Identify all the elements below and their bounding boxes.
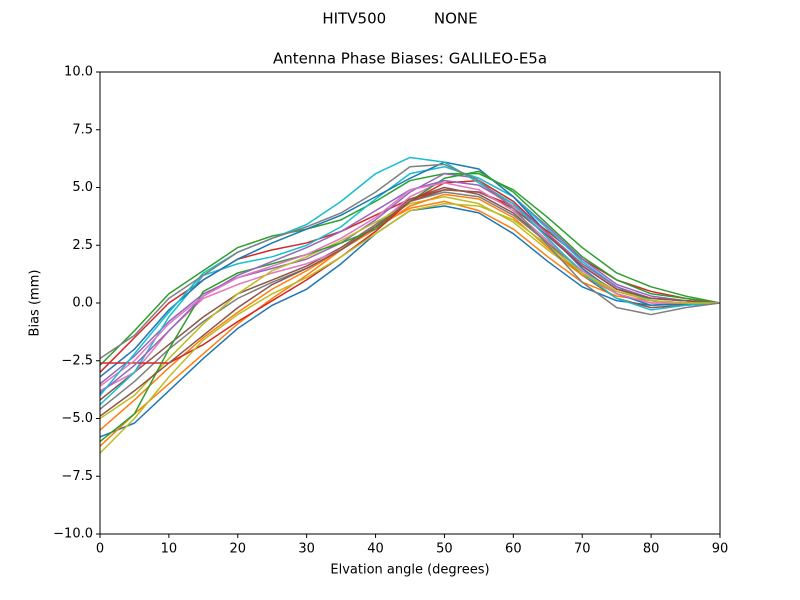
series-line <box>99 182 720 387</box>
series-line <box>99 172 721 366</box>
series-line <box>99 189 721 417</box>
series-line <box>99 172 721 385</box>
y-tick-label: 0.0 <box>72 296 93 311</box>
x-axis-label: Elvation angle (degrees) <box>330 563 489 578</box>
x-tick-label: 70 <box>574 542 591 557</box>
chart-title: Antenna Phase Biases: GALILEO-E5a <box>273 50 547 68</box>
series-line <box>99 200 720 447</box>
y-tick-label: −10.0 <box>53 527 93 542</box>
series-line <box>99 163 721 360</box>
y-axis-label: Bias (mm) <box>28 270 43 337</box>
x-tick-label: 50 <box>436 542 453 557</box>
suptitle: HITV500 NONE <box>322 10 477 28</box>
y-tick-label: 10.0 <box>64 65 93 80</box>
x-tick-label: 10 <box>161 542 178 557</box>
series-line <box>99 156 721 396</box>
x-tick-label: 20 <box>230 542 247 557</box>
series-line <box>99 202 720 454</box>
y-tick-label: −5.0 <box>61 411 93 426</box>
x-tick-label: 60 <box>505 542 522 557</box>
y-tick-label: −7.5 <box>61 469 93 484</box>
x-tick-label: 40 <box>367 542 384 557</box>
y-tick-label: 2.5 <box>72 238 93 253</box>
x-tick-label: 90 <box>712 542 729 557</box>
y-tick-label: 7.5 <box>72 122 93 137</box>
x-tick-label: 0 <box>96 542 104 557</box>
x-tick-label: 80 <box>643 542 660 557</box>
y-tick-label: −2.5 <box>61 353 93 368</box>
y-tick-label: 5.0 <box>72 180 93 195</box>
x-tick-label: 30 <box>298 542 315 557</box>
